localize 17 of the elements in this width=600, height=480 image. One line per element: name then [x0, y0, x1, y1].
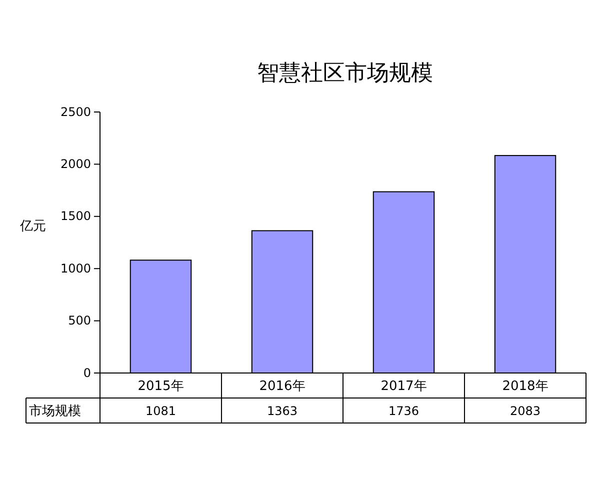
- y-tick-label: 500: [68, 314, 91, 328]
- data-label: 2083: [510, 404, 541, 418]
- y-tick-label: 2500: [60, 104, 91, 119]
- y-tick-label: 2000: [60, 157, 91, 172]
- x-tick-label: 2016年: [259, 379, 306, 394]
- chart-title: 智慧社区市场规模: [257, 61, 433, 86]
- y-tick-label: 1500: [60, 209, 91, 224]
- data-label: 1736: [388, 404, 420, 418]
- legend-label: 市场规模: [29, 404, 81, 419]
- y-tick-label: 0: [83, 366, 91, 380]
- data-label: 1081: [145, 404, 176, 418]
- data-label: 1363: [266, 404, 298, 418]
- y-tick-label: 1000: [60, 261, 91, 276]
- y-axis-title: 亿元: [19, 219, 46, 234]
- x-tick-label: 2018年: [502, 379, 548, 394]
- x-tick-label: 2017年: [380, 379, 427, 394]
- x-tick-label: 2015年: [138, 379, 184, 394]
